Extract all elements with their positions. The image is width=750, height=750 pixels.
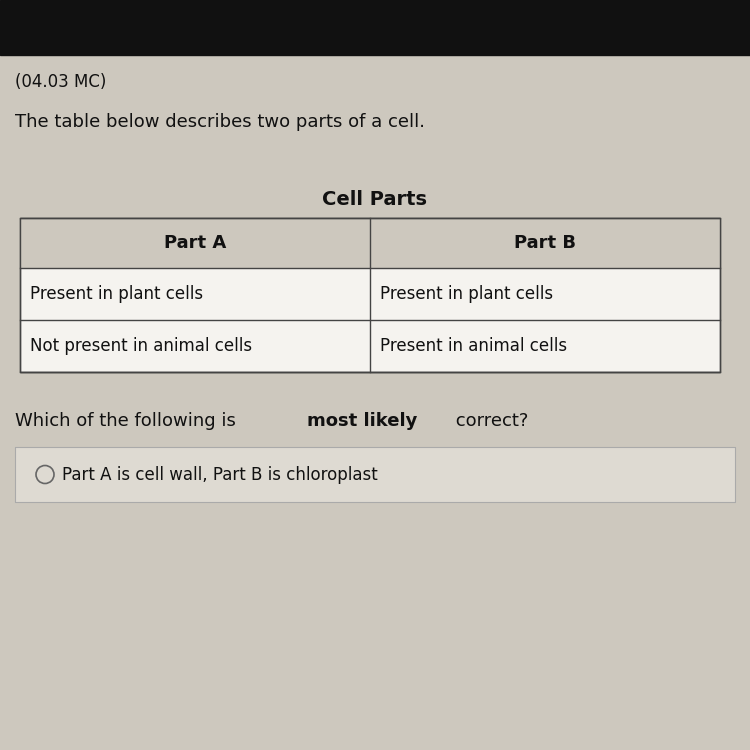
Text: Not present in animal cells: Not present in animal cells	[30, 337, 252, 355]
Text: Part A is cell wall, Part B is chloroplast: Part A is cell wall, Part B is chloropla…	[62, 466, 378, 484]
Text: Which of the following is: Which of the following is	[15, 412, 242, 430]
Bar	[15, 447, 735, 502]
Bar	[20, 218, 720, 372]
Text: Present in animal cells: Present in animal cells	[380, 337, 567, 355]
Text: Part B: Part B	[514, 234, 576, 252]
Bar	[20, 218, 720, 372]
Bar	[20, 218, 720, 268]
Bar	[0, 0, 750, 55]
Text: most likely: most likely	[308, 412, 418, 430]
Text: (04.03 MC): (04.03 MC)	[15, 73, 106, 91]
Text: correct?: correct?	[450, 412, 528, 430]
Text: Present in plant cells: Present in plant cells	[380, 285, 553, 303]
Text: Part A: Part A	[164, 234, 226, 252]
Text: Cell Parts: Cell Parts	[322, 190, 428, 209]
Text: Present in plant cells: Present in plant cells	[30, 285, 203, 303]
Text: The table below describes two parts of a cell.: The table below describes two parts of a…	[15, 113, 425, 131]
